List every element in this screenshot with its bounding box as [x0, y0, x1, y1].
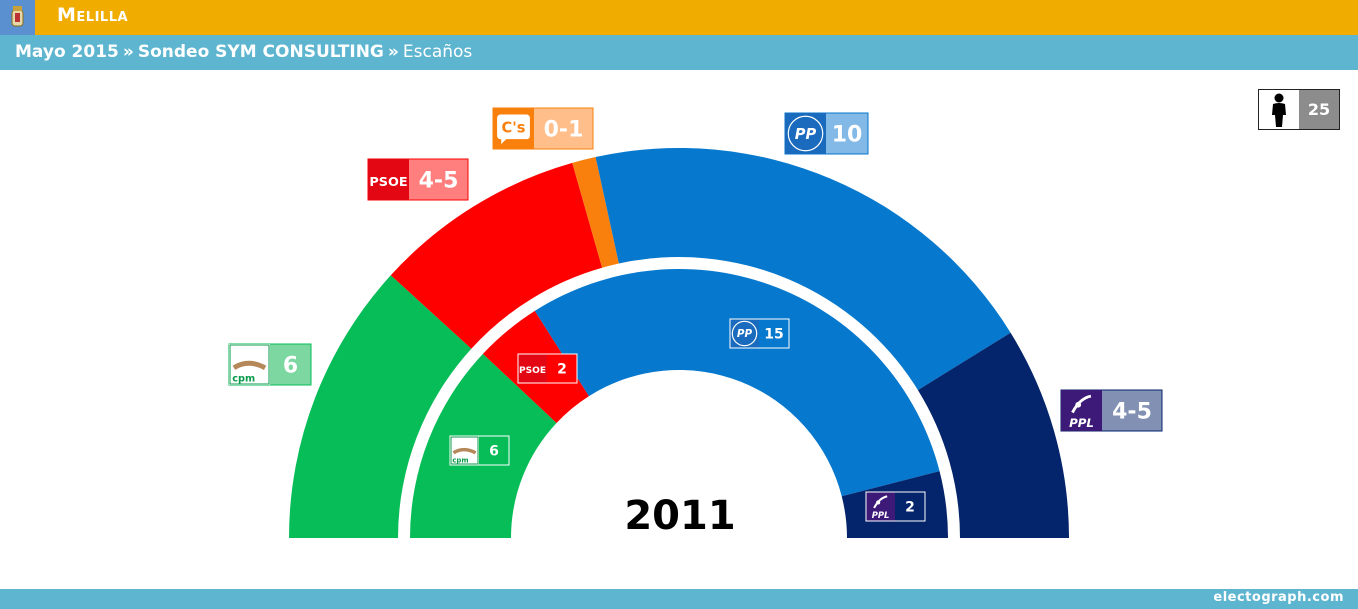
breadcrumb-election[interactable]: Mayo 2015 — [15, 42, 119, 62]
psoe-logo-icon — [368, 159, 409, 200]
arc-poll-ppl — [917, 332, 1069, 538]
pp-logo-icon-circle — [787, 115, 824, 152]
pp-logo-icon-text: PP — [737, 328, 753, 340]
arc-poll-cpm — [289, 275, 472, 538]
previous-label-border — [865, 491, 926, 522]
poll-seat-label: 4-5 — [1112, 400, 1152, 425]
cs-logo-icon-tail — [501, 138, 507, 145]
ppl-logo-icon — [1061, 390, 1102, 431]
previous-seat-label: 2 — [557, 362, 567, 378]
arc-poll-psoe — [390, 162, 603, 349]
cpm-logo-icon-text: cpm — [452, 457, 468, 465]
ppl-logo-icon-dot — [876, 500, 881, 505]
poll-label-cpm: cpm 6 — [228, 343, 312, 386]
ppl-logo-icon-text: PPL — [872, 510, 890, 520]
top-bar: Melilla — [0, 0, 1358, 35]
psoe-logo-icon-text: PSOE — [519, 366, 546, 376]
cpm-logo-icon-frame — [450, 436, 479, 465]
footer-credit: electograph.com — [1213, 590, 1344, 605]
cs-logo-icon-bubble — [497, 114, 530, 140]
cpm-logo-icon-hands — [232, 360, 267, 370]
poll-seat-label: 6 — [283, 354, 298, 379]
ppl-logo-icon-swoosh — [873, 495, 888, 509]
psoe-logo-icon — [518, 354, 547, 383]
cs-logo-icon-text: C's — [502, 120, 526, 137]
pp-logo-icon-text: PP — [795, 126, 817, 143]
cpm-logo-icon-hands — [452, 447, 477, 455]
previous-seat-label: 6 — [489, 444, 499, 460]
cpm-logo-icon-frame — [229, 344, 270, 385]
previous-label-pp: PP 15 — [729, 318, 790, 349]
previous-label-border — [517, 353, 578, 384]
poll-label-ppl: PPL 4-5 — [1060, 389, 1163, 432]
person-icon — [1259, 90, 1299, 129]
previous-seat-label: 15 — [764, 327, 783, 343]
pp-logo-icon-circle — [731, 320, 758, 347]
previous-label-psoe: PSOE 2 — [517, 353, 578, 384]
poll-label-pp: PP 10 — [784, 112, 869, 155]
breadcrumb-separator: » — [122, 42, 134, 62]
total-seats-badge: 25 — [1258, 89, 1340, 130]
previous-label-border — [449, 435, 510, 466]
breadcrumb-separator-2: » — [387, 42, 399, 62]
previous-seat-label: 2 — [905, 500, 915, 516]
melilla-crest-icon — [0, 0, 35, 35]
breadcrumb-poll[interactable]: Sondeo SYM CONSULTING — [137, 42, 384, 62]
region-title: Melilla — [57, 4, 129, 26]
footer-bar: electograph.com — [0, 589, 1358, 609]
breadcrumb: Mayo 2015» Sondeo SYM CONSULTING» Escaños — [15, 42, 472, 62]
breadcrumb-bar: Mayo 2015» Sondeo SYM CONSULTING» Escaños — [0, 35, 1358, 70]
previous-label-cpm: cpm 6 — [449, 435, 510, 466]
breadcrumb-view: Escaños — [402, 42, 473, 62]
arc-poll-pp — [595, 148, 1011, 391]
poll-seat-label: 0-1 — [544, 118, 584, 143]
ppl-logo-icon-swoosh — [1071, 394, 1092, 414]
cpm-logo-icon-text: cpm — [232, 374, 255, 385]
previous-label-border — [729, 318, 790, 349]
previous-label-ppl: PPL 2 — [865, 491, 926, 522]
ppl-logo-icon-dot — [1075, 401, 1082, 408]
arc-previous-pp — [534, 269, 940, 497]
arc-poll-cs — [572, 157, 619, 268]
psoe-logo-icon-text: PSOE — [369, 175, 407, 190]
ppl-logo-icon — [866, 492, 895, 521]
poll-label-psoe: PSOE 4-5 — [367, 158, 469, 201]
poll-label-cs: C's 0-1 — [492, 107, 594, 150]
poll-seat-label: 10 — [832, 123, 863, 148]
year-label: 2011 — [624, 493, 736, 539]
ppl-logo-icon-text: PPL — [1069, 416, 1094, 430]
poll-seat-label: 4-5 — [419, 169, 459, 194]
total-seats-value: 25 — [1299, 90, 1339, 129]
